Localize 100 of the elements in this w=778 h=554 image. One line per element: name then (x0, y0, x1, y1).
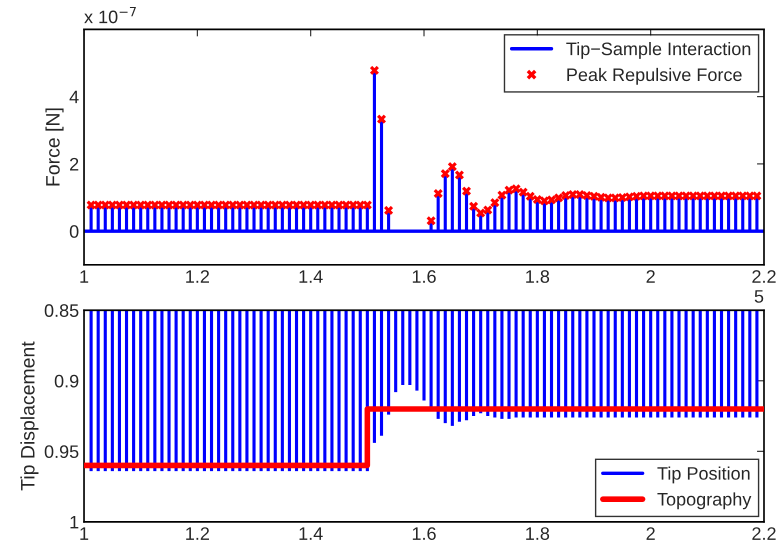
bar (606, 310, 610, 418)
bar (196, 310, 199, 472)
x-tick-label: 1.8 (526, 270, 550, 283)
bar (578, 310, 582, 418)
legend-label: Peak Repulsive Force (567, 68, 742, 85)
x-tick-label: 1.4 (300, 527, 323, 540)
bar (153, 310, 156, 472)
bar (493, 310, 496, 418)
y-axis-title: Force [N] (45, 108, 64, 186)
bar (500, 310, 504, 419)
bar (118, 310, 121, 472)
bar (422, 310, 426, 401)
y-axis-title: Tip Displacement (20, 341, 38, 490)
text: x 10$^{−7}$ (84, 7, 136, 24)
bar (550, 310, 554, 418)
bar (110, 310, 114, 472)
x-tick-label: 1.6 (412, 527, 436, 540)
bar (266, 310, 270, 472)
x-tick-label: 1 (80, 270, 88, 283)
bar (634, 310, 638, 418)
bar (600, 310, 603, 418)
bar (649, 310, 652, 418)
bar (507, 310, 511, 419)
bar (486, 310, 490, 416)
bar (104, 310, 107, 472)
x-tick-label: 1 (80, 527, 88, 540)
bar (188, 310, 192, 472)
bar (217, 310, 220, 472)
y-tick-label: 0 (70, 225, 78, 238)
bar (656, 310, 660, 418)
bar (401, 310, 404, 386)
bar (274, 310, 277, 472)
y-tick-label: 4 (70, 90, 79, 104)
bar (741, 310, 744, 418)
bar (210, 310, 214, 472)
bar (684, 310, 688, 418)
bar (174, 310, 178, 472)
bar (90, 310, 93, 472)
bar (415, 310, 418, 391)
legend-label: Tip Position (657, 466, 750, 484)
text: 5 (754, 290, 764, 303)
bar (323, 310, 326, 472)
bar (677, 310, 681, 418)
bar (706, 310, 709, 418)
bar (592, 310, 596, 418)
bar (734, 310, 738, 418)
y-tick-label: 1 (70, 516, 78, 528)
bar (380, 310, 384, 436)
bar (748, 310, 752, 418)
bar (522, 310, 525, 418)
x-tick-label: 1.6 (412, 270, 436, 283)
y-tick-label: 2 (70, 158, 78, 170)
bar (720, 310, 724, 418)
bar (231, 310, 234, 472)
bar (146, 310, 150, 472)
legend-label: Tip−Sample Interaction (566, 42, 750, 59)
bar (458, 310, 461, 422)
bar (294, 310, 298, 472)
bar (436, 310, 440, 419)
bar (372, 310, 376, 443)
bar (124, 310, 128, 472)
bar (479, 310, 482, 414)
bar (288, 310, 291, 472)
x-tick-label: 1.2 (186, 527, 209, 540)
bar (202, 310, 206, 472)
x-tick-label: 1.4 (300, 270, 323, 283)
bar (245, 310, 248, 472)
x-tick-label: 2.2 (752, 527, 776, 540)
bar (620, 310, 624, 418)
bar (528, 310, 532, 418)
bar (564, 310, 568, 418)
x-tick-label: 2 (646, 270, 655, 283)
bar (309, 310, 312, 472)
x-tick-label: 1.2 (186, 270, 209, 283)
legend-label: Topography (657, 492, 752, 510)
y-tick-label: 0.95 (44, 445, 78, 458)
bar (571, 310, 574, 418)
bar (430, 310, 433, 408)
bar (698, 310, 702, 418)
bar (614, 310, 617, 418)
bar (302, 310, 306, 472)
bar (692, 310, 695, 418)
bar (132, 310, 136, 472)
bar (358, 310, 362, 472)
bar (182, 310, 185, 472)
bar (585, 310, 588, 418)
bar (727, 310, 730, 418)
bar (394, 310, 398, 392)
bar (139, 310, 142, 472)
bar (352, 310, 355, 472)
bar (712, 310, 716, 418)
bar (260, 310, 263, 472)
bar (450, 310, 454, 426)
bar (628, 310, 631, 418)
x-tick-label: 2 (646, 527, 655, 540)
bar (224, 310, 228, 472)
bar (536, 310, 539, 418)
y-tick-label: 0.85 (44, 304, 78, 317)
bar (514, 310, 518, 418)
bar (160, 310, 164, 472)
